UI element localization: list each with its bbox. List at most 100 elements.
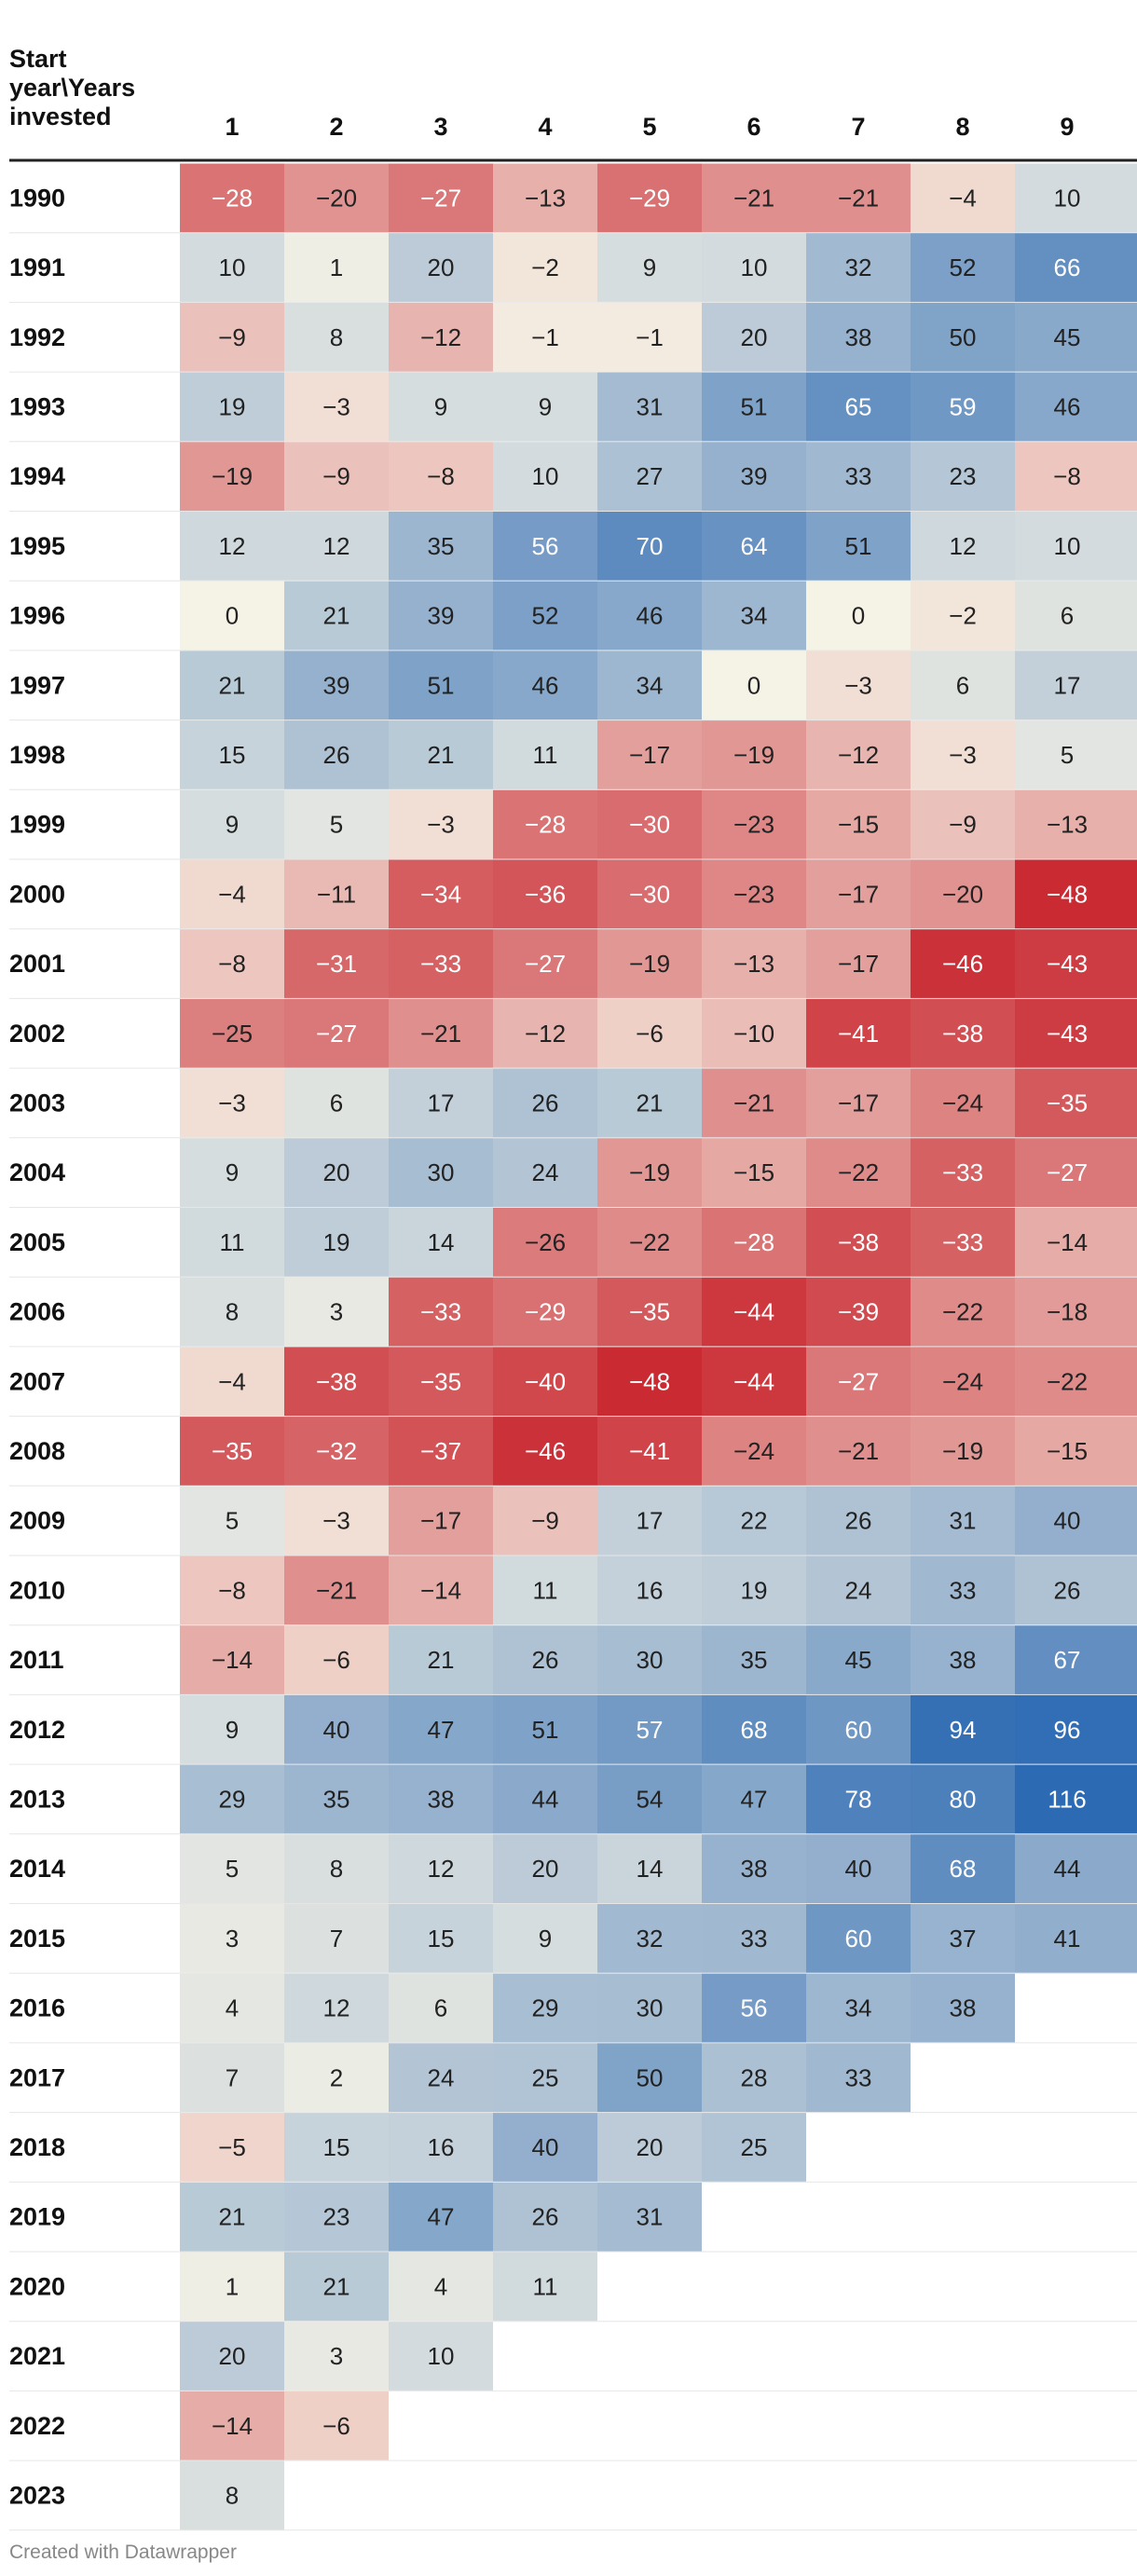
heatmap-cell — [284, 442, 389, 511]
cell-value: 57 — [637, 1716, 664, 1744]
cell-value: −27 — [420, 184, 461, 212]
cell-value: 9 — [434, 392, 447, 420]
cell-value: 9 — [226, 811, 239, 839]
cell-value: −9 — [949, 811, 977, 839]
heatmap-cell — [597, 302, 702, 372]
cell-value: 56 — [741, 1994, 768, 2022]
cell-value: 15 — [219, 741, 246, 769]
row-year-label: 2020 — [9, 2272, 65, 2300]
heatmap-cell — [911, 1904, 1015, 1973]
heatmap-cell — [597, 233, 702, 302]
cell-value: 12 — [219, 532, 246, 560]
cell-value: 40 — [323, 1716, 350, 1744]
heatmap-cell — [493, 163, 597, 233]
row-year-label: 2013 — [9, 1785, 65, 1813]
heatmap-cell — [493, 2113, 597, 2182]
heatmap-cell — [597, 720, 702, 789]
heatmap-cell — [493, 720, 597, 789]
cell-value: 45 — [845, 1646, 872, 1674]
cell-value: −29 — [525, 1298, 566, 1326]
cell-value: 38 — [428, 1785, 455, 1813]
cell-value: 51 — [845, 532, 872, 560]
cell-value: 15 — [323, 2133, 350, 2161]
cell-value: 25 — [741, 2133, 768, 2161]
heatmap-cell — [702, 929, 806, 998]
cell-value: −30 — [629, 880, 670, 908]
cell-value: 8 — [226, 2481, 239, 2509]
cell-value: 11 — [533, 2272, 558, 2300]
heatmap-cell — [180, 1694, 284, 1764]
cell-value: −8 — [427, 462, 455, 490]
cell-value: −24 — [942, 1089, 983, 1117]
cell-value: −12 — [420, 323, 461, 351]
cell-value: −48 — [629, 1367, 670, 1395]
heatmap-cell — [1015, 372, 1137, 442]
cell-value: 23 — [950, 462, 977, 490]
heatmap-cell — [911, 163, 1015, 233]
heatmap-cell — [702, 720, 806, 789]
heatmap-cell — [284, 2043, 389, 2113]
cell-value: −2 — [531, 253, 559, 281]
cell-value: 70 — [637, 532, 664, 560]
heatmap-cell — [806, 1764, 911, 1834]
cell-value: 27 — [637, 462, 664, 490]
cell-value: 65 — [845, 392, 872, 420]
heatmap-cell — [597, 1486, 702, 1555]
cell-value: −40 — [525, 1367, 566, 1395]
heatmap-cell — [389, 581, 493, 651]
table-row: −8 −21 −14 11 16 19 24 33 26 2010 — [9, 1555, 1137, 1626]
cell-value: −8 — [218, 950, 246, 978]
cell-value: −46 — [942, 950, 983, 978]
cell-value: 51 — [532, 1716, 559, 1744]
cell-value: −48 — [1047, 880, 1088, 908]
table-row: 5 −3 −17 −9 17 22 26 31 40 2009 — [9, 1486, 1137, 1556]
row-year-label: 2006 — [9, 1298, 65, 1326]
heatmap-cell — [702, 1625, 806, 1694]
cell-value: 34 — [741, 602, 768, 630]
cell-value: 46 — [1054, 392, 1081, 420]
row-year-label: 2002 — [9, 1020, 65, 1048]
cell-value: −13 — [733, 950, 774, 978]
heatmap-cell — [806, 1486, 911, 1555]
table-row: 20 3 10 2021 — [9, 2322, 1137, 2391]
heatmap-cell — [911, 581, 1015, 651]
heatmap-cell — [806, 651, 911, 720]
heatmap-cell — [702, 1068, 806, 1138]
heatmap-cell — [1015, 859, 1137, 929]
cell-value: −38 — [942, 1020, 983, 1048]
heatmap-cell — [284, 720, 389, 789]
cell-value: 40 — [1054, 1507, 1081, 1535]
heatmap-cell — [597, 2182, 702, 2252]
cell-value: 44 — [532, 1785, 559, 1813]
cell-value: 10 — [532, 462, 559, 490]
heatmap-cell — [1015, 1555, 1137, 1625]
table-row: 0 21 39 52 46 34 0 −2 6 1996 — [9, 581, 1137, 651]
cell-value: −22 — [1047, 1367, 1088, 1395]
cell-value: −20 — [316, 184, 357, 212]
heatmap-cell — [493, 1417, 597, 1486]
heatmap-cell — [806, 1138, 911, 1207]
heatmap-cell — [806, 512, 911, 581]
table-row: 8 3 −33 −29 −35 −44 −39 −22 −18 2006 — [9, 1277, 1137, 1348]
heatmap-cell — [389, 1764, 493, 1834]
heatmap-cell — [702, 442, 806, 511]
heatmap-cell — [1015, 233, 1137, 302]
heatmap-cell — [180, 442, 284, 511]
heatmap-cell — [911, 1486, 1015, 1555]
cell-value: 5 — [226, 1855, 239, 1883]
heatmap-cell — [806, 1068, 911, 1138]
cell-value: 33 — [845, 462, 872, 490]
heatmap-cell — [180, 2182, 284, 2252]
heatmap-cell — [389, 929, 493, 998]
heatmap-cell — [493, 1973, 597, 2043]
heatmap-cell — [597, 1764, 702, 1834]
heatmap-cell — [597, 2113, 702, 2182]
heatmap-cell — [597, 651, 702, 720]
heatmap-cell — [180, 2043, 284, 2113]
table-row: 4 12 6 29 30 56 34 38 2016 — [9, 1973, 1137, 2044]
heatmap-cell — [180, 233, 284, 302]
heatmap-cell — [806, 442, 911, 511]
cell-value: −22 — [942, 1298, 983, 1326]
